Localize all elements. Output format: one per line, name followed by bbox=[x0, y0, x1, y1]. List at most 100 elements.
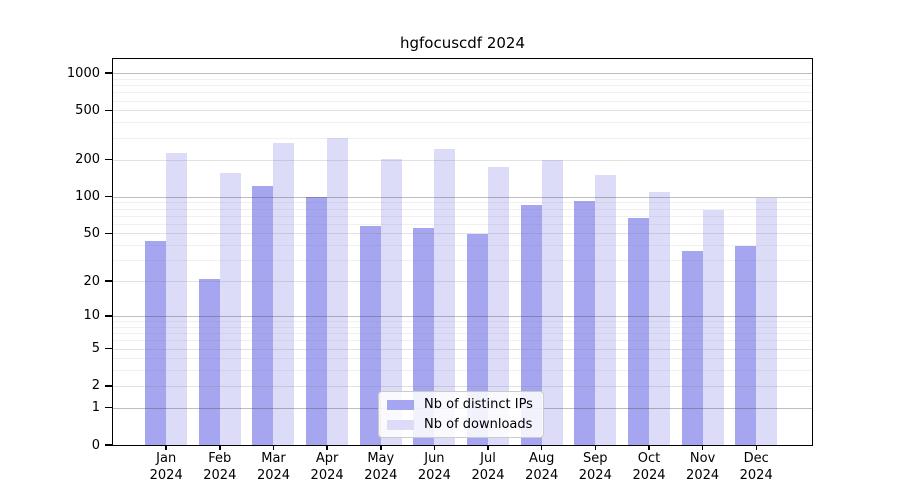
x-tick-label-apr: Apr 2024 bbox=[310, 451, 344, 483]
gridline-600 bbox=[113, 100, 812, 102]
x-tick-label-jan: Jan 2024 bbox=[149, 451, 183, 483]
bar-distinct-ips-jan bbox=[145, 241, 167, 445]
x-tick-label-aug: Aug 2024 bbox=[525, 451, 559, 483]
gridline-6 bbox=[113, 340, 812, 342]
x-tick-label-oct: Oct 2024 bbox=[632, 451, 666, 483]
x-tick-label-jul: Jul 2024 bbox=[471, 451, 505, 483]
bar-downloads-jun bbox=[434, 149, 456, 445]
gridline-7 bbox=[113, 333, 812, 335]
gridline-80 bbox=[113, 208, 812, 210]
bar-distinct-ips-dec bbox=[735, 246, 757, 445]
bar-distinct-ips-feb bbox=[198, 278, 220, 445]
gridline-5 bbox=[113, 348, 812, 350]
gridline-900 bbox=[113, 78, 812, 80]
gridline-300 bbox=[113, 137, 812, 139]
y-tick-10 bbox=[105, 315, 112, 317]
gridline-40 bbox=[113, 245, 812, 247]
x-tick-label-mar: Mar 2024 bbox=[256, 451, 291, 483]
gridline-90 bbox=[113, 202, 812, 204]
x-tick-mar bbox=[272, 444, 275, 450]
x-tick-feb bbox=[219, 444, 221, 450]
plot-area bbox=[112, 58, 813, 446]
x-tick-apr bbox=[326, 444, 328, 450]
legend-item-distinct-ips: Nb of distinct IPs bbox=[387, 397, 543, 412]
y-tick-label-10: 10 bbox=[83, 308, 100, 324]
legend-item-downloads: Nb of downloads bbox=[387, 417, 543, 432]
bar-downloads-sep bbox=[595, 174, 617, 445]
gridline-50 bbox=[113, 233, 812, 235]
y-tick-label-200: 200 bbox=[75, 152, 100, 167]
x-tick-label-dec: Dec 2024 bbox=[739, 451, 773, 483]
y-tick-label-2: 2 bbox=[91, 378, 100, 394]
x-tick-aug bbox=[540, 444, 543, 450]
x-tick-label-feb: Feb 2024 bbox=[203, 451, 237, 483]
bar-downloads-jul bbox=[488, 166, 510, 445]
y-tick-label-50: 50 bbox=[83, 225, 100, 241]
y-tick-label-500: 500 bbox=[75, 102, 100, 118]
x-tick-label-may: May 2024 bbox=[364, 451, 398, 483]
legend-label-distinct-ips: Nb of distinct IPs bbox=[424, 397, 533, 412]
bar-distinct-ips-jun bbox=[413, 228, 435, 445]
y-tick-200 bbox=[105, 158, 112, 161]
y-tick-2 bbox=[105, 385, 112, 387]
gridline-2 bbox=[113, 385, 812, 387]
gridline-200 bbox=[113, 159, 812, 161]
gridline-60 bbox=[113, 223, 812, 225]
gridline-10 bbox=[113, 315, 812, 317]
gridline-3 bbox=[113, 370, 812, 372]
bar-downloads-oct bbox=[648, 191, 670, 445]
bar-distinct-ips-may bbox=[359, 226, 381, 445]
bar-downloads-feb bbox=[219, 173, 241, 445]
gridline-20 bbox=[113, 281, 812, 283]
bar-distinct-ips-nov bbox=[681, 250, 703, 445]
y-tick-0 bbox=[105, 444, 112, 446]
gridline-8 bbox=[113, 326, 812, 328]
legend-label-downloads: Nb of downloads bbox=[424, 417, 533, 432]
x-tick-label-jun: Jun 2024 bbox=[417, 451, 451, 483]
bar-distinct-ips-oct bbox=[627, 217, 649, 445]
x-tick-dec bbox=[755, 444, 757, 450]
x-tick-may bbox=[380, 444, 382, 450]
gridline-100 bbox=[113, 196, 812, 198]
gridline-4 bbox=[113, 358, 812, 360]
gridline-500 bbox=[113, 110, 812, 112]
y-tick-label-1000: 1000 bbox=[66, 65, 100, 81]
gridline-200 bbox=[113, 159, 812, 161]
y-tick-label-1: 1 bbox=[91, 400, 100, 416]
gridline-9 bbox=[113, 321, 812, 323]
chart-title: hgfocuscdf 2024 bbox=[399, 34, 526, 52]
gridline-70 bbox=[113, 215, 812, 217]
bar-distinct-ips-mar bbox=[252, 186, 274, 445]
x-tick-jun bbox=[433, 444, 436, 450]
gridline-400 bbox=[113, 122, 812, 124]
x-tick-nov bbox=[701, 444, 704, 450]
legend-swatch-downloads-icon bbox=[387, 419, 414, 430]
y-tick-100 bbox=[105, 195, 112, 198]
legend: Nb of distinct IPs Nb of downloads bbox=[378, 391, 544, 438]
y-tick-label-100: 100 bbox=[75, 189, 100, 205]
legend-swatch-distinct-ips-icon bbox=[387, 399, 414, 410]
x-tick-jul bbox=[487, 444, 489, 450]
gridline-50 bbox=[113, 233, 812, 235]
bar-downloads-mar bbox=[273, 143, 295, 445]
gridline-1000 bbox=[113, 73, 812, 75]
gridline-800 bbox=[113, 85, 812, 87]
y-tick-20 bbox=[105, 280, 112, 282]
y-tick-label-5: 5 bbox=[91, 341, 100, 357]
bar-downloads-dec bbox=[756, 197, 778, 445]
bar-downloads-may bbox=[380, 158, 402, 445]
x-tick-label-nov: Nov 2024 bbox=[686, 451, 720, 483]
x-tick-jan bbox=[165, 444, 167, 450]
bar-downloads-apr bbox=[327, 138, 349, 445]
y-tick-500 bbox=[105, 109, 112, 112]
y-tick-50 bbox=[105, 232, 112, 235]
gridline-500 bbox=[113, 110, 812, 112]
bar-downloads-aug bbox=[541, 159, 563, 445]
x-tick-sep bbox=[594, 444, 597, 450]
y-tick-5 bbox=[105, 347, 112, 350]
bar-distinct-ips-aug bbox=[520, 205, 542, 445]
y-tick-label-20: 20 bbox=[83, 273, 100, 289]
x-tick-label-sep: Sep 2024 bbox=[578, 451, 612, 483]
x-tick-oct bbox=[648, 444, 650, 450]
